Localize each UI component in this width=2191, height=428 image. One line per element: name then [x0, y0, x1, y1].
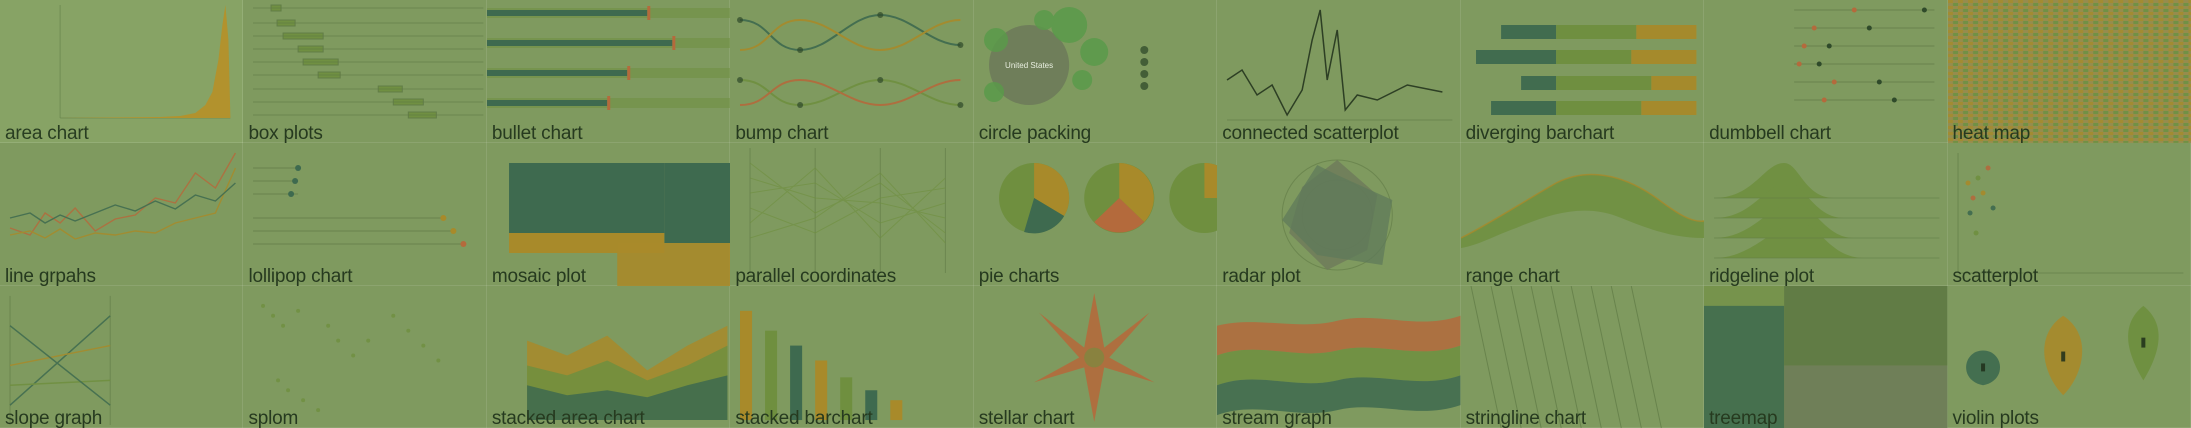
tile-label: line grpahs	[5, 266, 96, 286]
tile-lollipop-chart[interactable]: lollipop chart	[243, 143, 487, 286]
tile-label: slope graph	[5, 408, 103, 428]
range-chart-thumbnail-icon	[1460, 173, 1705, 248]
tile-diverging-barchart[interactable]: diverging barchart	[1460, 0, 1705, 143]
area-chart-thumbnail-icon	[59, 5, 231, 119]
circle-packing-thumbnail-icon: United States	[983, 7, 1149, 105]
tile-heat-map[interactable]: heat map	[1947, 0, 2191, 143]
scatterplot-thumbnail-icon	[1957, 153, 2183, 274]
parallel-coordinates-thumbnail-icon	[749, 148, 947, 273]
tile-label: connected scatterplot	[1222, 123, 1399, 143]
stacked-area-chart-thumbnail-icon	[526, 325, 728, 421]
tile-treemap[interactable]: treemap	[1704, 286, 1948, 428]
tile-label: treemap	[1709, 408, 1778, 428]
line-graph-thumbnail-icon	[9, 152, 237, 240]
tile-dumbbell-chart[interactable]: dumbbell chart	[1704, 0, 1948, 143]
tile-range-chart[interactable]: range chart	[1460, 143, 1705, 286]
tile-stacked-area-chart[interactable]: stacked area chart	[486, 286, 731, 428]
treemap-thumbnail-icon	[1704, 286, 1948, 428]
circle-packing-center-label: United States	[1005, 61, 1053, 70]
tile-stellar-chart[interactable]: stellar chart	[973, 286, 1218, 428]
tile-stringline-chart[interactable]: stringline chart	[1460, 286, 1705, 428]
stream-graph-thumbnail-icon	[1217, 315, 1461, 416]
violin-plots-thumbnail-icon	[1965, 305, 2159, 396]
mosaic-plot-thumbnail-icon	[508, 163, 731, 286]
diverging-barchart-thumbnail-icon	[1475, 25, 1697, 115]
slope-graph-thumbnail-icon	[9, 295, 111, 426]
tile-label: diverging barchart	[1465, 123, 1615, 143]
tile-label: stream graph	[1222, 408, 1332, 428]
tile-circle-packing[interactable]: United States circle packing	[973, 0, 1218, 143]
splom-thumbnail-icon	[261, 303, 441, 413]
box-plot-thumbnail-icon	[253, 4, 484, 119]
tile-label: mosaic plot	[491, 266, 586, 286]
connected-scatterplot-thumbnail-icon	[1226, 9, 1453, 121]
tile-label: scatterplot	[1952, 266, 2039, 286]
tile-label: bullet chart	[491, 123, 583, 143]
tile-label: bump chart	[735, 123, 829, 143]
tile-parallel-coordinates[interactable]: parallel coordinates	[730, 143, 974, 286]
tile-box-plots[interactable]: box plots	[243, 0, 487, 143]
tile-line-graphs[interactable]: line grpahs	[0, 143, 244, 286]
radar-plot-thumbnail-icon	[1281, 159, 1394, 271]
tile-label: area chart	[5, 123, 89, 143]
tile-label: range chart	[1465, 266, 1560, 286]
tile-label: stacked area chart	[491, 408, 645, 428]
tile-label: stacked barchart	[735, 408, 873, 428]
tile-stream-graph[interactable]: stream graph	[1217, 286, 1461, 428]
tile-label: splom	[248, 408, 299, 428]
tile-radar-plot[interactable]: radar plot	[1217, 143, 1461, 286]
tile-stacked-barchart[interactable]: stacked barchart	[730, 286, 974, 428]
tile-area-chart[interactable]: area chart	[0, 0, 244, 143]
tile-label: heat map	[1952, 123, 2031, 143]
tile-label: parallel coordinates	[735, 266, 897, 286]
tile-label: radar plot	[1222, 266, 1301, 286]
stringline-chart-thumbnail-icon	[1470, 286, 1662, 428]
bump-chart-thumbnail-icon	[737, 12, 964, 108]
pie-charts-thumbnail-icon	[998, 163, 1218, 234]
tile-connected-scatterplot[interactable]: connected scatterplot	[1217, 0, 1461, 143]
lollipop-chart-thumbnail-icon	[253, 165, 467, 247]
bullet-chart-thumbnail-icon	[486, 6, 731, 110]
tile-label: stringline chart	[1465, 408, 1587, 428]
tile-label: circle packing	[978, 123, 1092, 143]
tile-violin-plots[interactable]: violin plots	[1947, 286, 2191, 428]
tile-label: stellar chart	[978, 408, 1075, 428]
tile-scatterplot[interactable]: scatterplot	[1947, 143, 2191, 286]
tile-label: pie charts	[978, 266, 1060, 286]
stacked-barchart-thumbnail-icon	[740, 310, 903, 421]
tile-pie-charts[interactable]: pie charts	[973, 143, 1218, 286]
tile-mosaic-plot[interactable]: mosaic plot	[486, 143, 731, 286]
tile-label: box plots	[248, 123, 323, 143]
tile-label: violin plots	[1952, 408, 2040, 428]
tile-bullet-chart[interactable]: bullet chart	[486, 0, 731, 143]
tile-bump-chart[interactable]: bump chart	[730, 0, 974, 143]
heat-map-thumbnail-icon	[1947, 0, 2191, 143]
tile-label: ridgeline plot	[1709, 266, 1815, 286]
tile-label: lollipop chart	[248, 266, 353, 286]
dumbbell-chart-thumbnail-icon	[1794, 7, 1935, 103]
tile-slope-graph[interactable]: slope graph	[0, 286, 244, 428]
ridgeline-plot-thumbnail-icon	[1714, 163, 1940, 259]
tile-ridgeline-plot[interactable]: ridgeline plot	[1704, 143, 1948, 286]
stellar-chart-thumbnail-icon	[1033, 292, 1155, 423]
tile-splom[interactable]: splom	[243, 286, 487, 428]
tile-label: dumbbell chart	[1709, 123, 1831, 143]
